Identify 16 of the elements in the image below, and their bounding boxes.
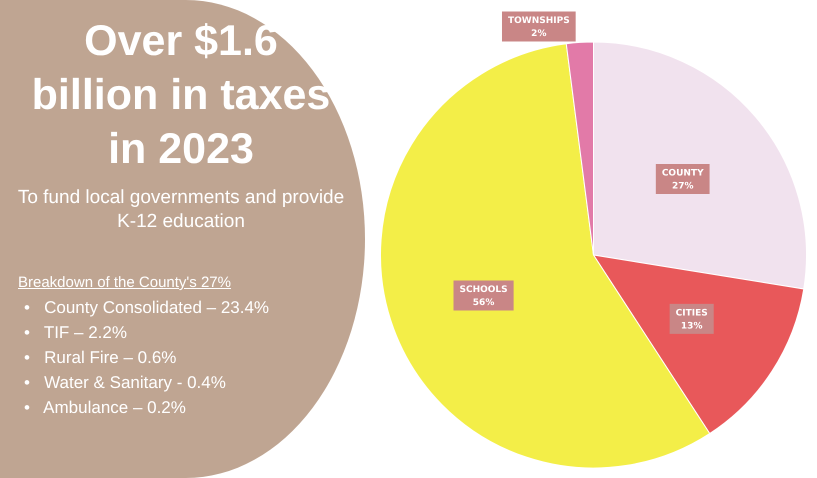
text: To fund local governments and provide K-12 education [16, 186, 346, 234]
text: • Water & Sanitary - 0.4% [24, 372, 227, 394]
text: • County Consolidated – 23.4% [24, 297, 270, 319]
data-label: 27% [672, 181, 694, 192]
data-label: 2% [531, 28, 546, 39]
data-label: 13% [680, 321, 702, 332]
text: Breakdown of the County's 27% [17, 274, 232, 291]
text: • TIF – 2.2% [24, 322, 128, 344]
text: • Ambulance – 0.2% [24, 397, 187, 419]
slice-label: CITIES [676, 308, 708, 318]
data-label: 56% [472, 298, 494, 308]
text: • Rural Fire – 0.6% [24, 347, 178, 369]
slice-label: COUNTY [662, 168, 704, 178]
slice-label: SCHOOLS [459, 284, 508, 295]
slice-label: TOWNSHIPS [508, 16, 570, 26]
text: Over $1.6 billion in taxes in 2023 [30, 16, 332, 175]
